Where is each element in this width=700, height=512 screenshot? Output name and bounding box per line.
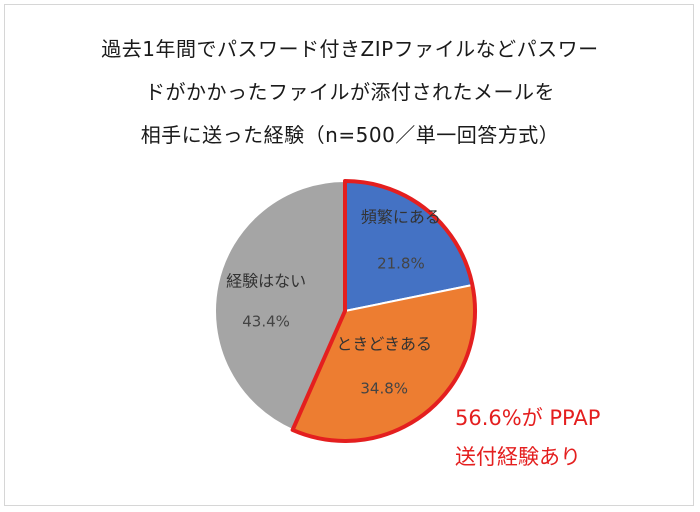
slice-value-label-1: 21.8%	[377, 255, 425, 273]
slice-value-label-2: 34.8%	[360, 380, 408, 398]
slice-value-label-3: 43.4%	[242, 312, 290, 330]
slice-label-2: ときどきある	[336, 335, 432, 354]
highlight-annotation-line-1: 56.6%が PPAP	[455, 406, 600, 430]
pie-slices	[214, 179, 477, 443]
chart-title-line-1: 過去1年間でパスワード付きZIPファイルなどパスワー	[101, 37, 599, 61]
highlight-annotation: 56.6%が PPAP 送付経験あり	[455, 406, 600, 469]
highlight-outline	[290, 179, 477, 443]
chart-title-line-3: 相手に送った経験（n=500／単一回答方式）	[140, 123, 560, 147]
pie-labels: 頻繁にある 21.8% ときどきある 34.8% 経験はない 43.4%	[226, 208, 441, 398]
slice-label-1: 頻繁にある	[361, 208, 441, 227]
highlight-annotation-line-2: 送付経験あり	[455, 445, 581, 469]
chart-title-line-2: ドがかかったファイルが添付されたメールを	[145, 80, 555, 104]
slice-label-3: 経験はない	[226, 271, 306, 290]
pie-slice-3	[214, 179, 346, 432]
